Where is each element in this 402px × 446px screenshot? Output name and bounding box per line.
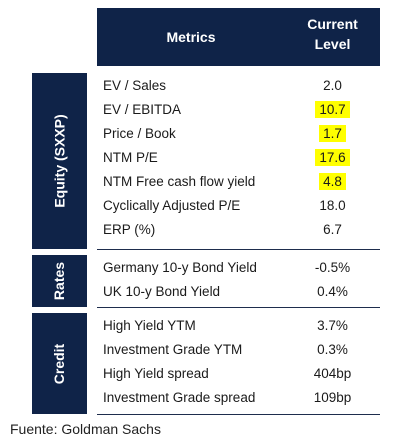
metric-label: Price / Book [103, 126, 176, 141]
metric-value: 0.3% [317, 342, 348, 357]
section-equity: EV / Sales 2.0 EV / EBITDA 10.7 Price / … [97, 73, 380, 250]
metric-label: ERP (%) [103, 222, 156, 237]
metric-label: High Yield spread [103, 366, 209, 381]
table-row: Germany 10-y Bond Yield -0.5% [97, 257, 380, 281]
table-row: NTM Free cash flow yield 4.8 [97, 171, 380, 195]
metric-value: 4.8 [285, 173, 380, 190]
metric-label: UK 10-y Bond Yield [103, 284, 221, 299]
table-row: NTM P/E 17.6 [97, 147, 380, 171]
metrics-column-header: Metrics [166, 29, 216, 45]
metric-value: 404bp [313, 366, 352, 381]
metric-label: EV / EBITDA [103, 102, 182, 117]
highlight-marker: 17.6 [315, 149, 350, 166]
section-credit: High Yield YTM 3.7% Investment Grade YTM… [97, 313, 380, 415]
table-row: Investment Grade YTM 0.3% [97, 339, 380, 363]
table-row: EV / EBITDA 10.7 [97, 99, 380, 123]
table-row: UK 10-y Bond Yield 0.4% [97, 281, 380, 305]
metric-label: High Yield YTM [103, 318, 196, 333]
metric-label: NTM P/E [103, 150, 158, 165]
source-caption: Fuente: Goldman Sachs [10, 421, 161, 437]
metric-value: 10.7 [285, 101, 380, 118]
metric-label: Investment Grade spread [103, 390, 256, 405]
metric-value: 17.6 [285, 149, 380, 166]
table-row: Price / Book 1.7 [97, 123, 380, 147]
metric-value: 18.0 [319, 198, 346, 213]
table-header: Metrics Current Level [97, 8, 380, 66]
metric-value: 109bp [313, 390, 352, 405]
metric-label: EV / Sales [103, 78, 167, 93]
current-level-column-header: Current Level [307, 16, 358, 52]
section-rates: Germany 10-y Bond Yield -0.5% UK 10-y Bo… [97, 255, 380, 308]
highlight-marker: 4.8 [319, 173, 346, 190]
section-label-credit: Credit [32, 313, 87, 414]
table-row: High Yield YTM 3.7% [97, 315, 380, 339]
metric-label: Germany 10-y Bond Yield [103, 260, 257, 275]
section-label-equity: Equity (SXXP) [32, 73, 87, 249]
table-row: Investment Grade spread 109bp [97, 387, 380, 411]
table-row: Cyclically Adjusted P/E 18.0 [97, 195, 380, 219]
highlight-marker: 10.7 [315, 101, 350, 118]
metric-value: 3.7% [317, 318, 348, 333]
table-row: EV / Sales 2.0 [97, 75, 380, 99]
table-row: ERP (%) 6.7 [97, 219, 380, 243]
metric-label: Cyclically Adjusted P/E [103, 198, 241, 213]
section-label-rates: Rates [32, 255, 87, 307]
metric-label: Investment Grade YTM [103, 342, 243, 357]
metric-value: 2.0 [323, 78, 342, 93]
metric-value: -0.5% [314, 260, 351, 275]
highlight-marker: 1.7 [319, 125, 346, 142]
metric-value: 6.7 [323, 222, 342, 237]
metric-value: 1.7 [285, 125, 380, 142]
metric-value: 0.4% [317, 284, 348, 299]
metric-label: NTM Free cash flow yield [103, 174, 256, 189]
table-row: High Yield spread 404bp [97, 363, 380, 387]
